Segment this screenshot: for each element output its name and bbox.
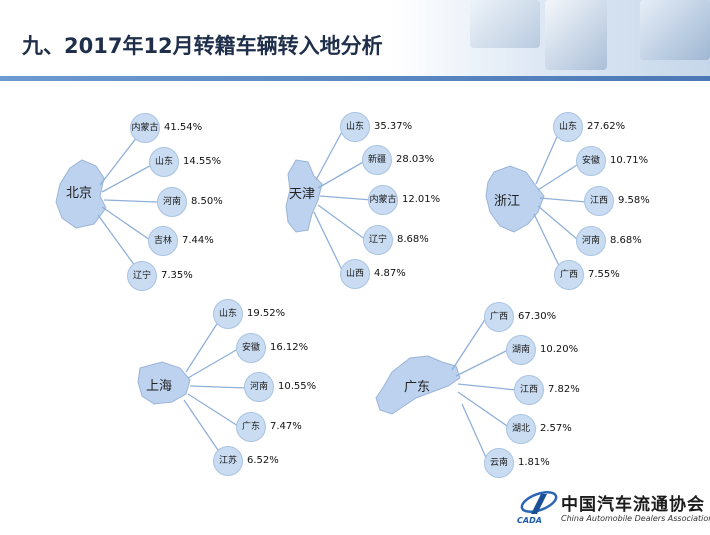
decor-cube [640, 0, 710, 60]
destination-node: 辽宁 [363, 225, 393, 255]
destination-share: 8.68% [397, 234, 429, 245]
region-name: 上海 [146, 379, 173, 394]
destination-share: 28.03% [396, 154, 435, 165]
destination-share: 7.55% [588, 269, 620, 280]
destination-share: 16.12% [270, 342, 309, 353]
destination-node: 河南 [244, 372, 274, 402]
destination-node: 山东 [213, 299, 243, 329]
destination-node: 新疆 [362, 145, 392, 175]
destination-node: 山东 [340, 112, 370, 142]
destination-node: 江苏 [213, 446, 243, 476]
destination-node: 河南 [576, 226, 606, 256]
destination-share: 41.54% [164, 122, 203, 133]
destination-share: 19.52% [247, 308, 286, 319]
destination-node: 广西 [554, 260, 584, 290]
decor-cube [545, 0, 607, 70]
map-shape-beijing [55, 159, 107, 229]
destination-share: 2.57% [540, 423, 572, 434]
destination-node: 江西 [514, 375, 544, 405]
destination-share: 12.01% [402, 194, 441, 205]
destination-share: 4.87% [374, 268, 406, 279]
destination-share: 14.55% [183, 156, 222, 167]
destination-node: 湖南 [506, 335, 536, 365]
destination-share: 1.81% [518, 457, 550, 468]
logo-emblem-icon [520, 491, 558, 514]
map-shape-shanghai [137, 361, 191, 405]
destination-node: 安徽 [236, 333, 266, 363]
logo-name: 中国汽车流通协会 [561, 495, 705, 515]
destination-share: 7.82% [548, 384, 580, 395]
region-name: 浙江 [494, 194, 521, 209]
decor-cube [470, 0, 540, 48]
destination-node: 山西 [340, 259, 370, 289]
destination-node: 吉林 [148, 226, 178, 256]
destination-share: 10.20% [540, 344, 579, 355]
destination-node: 江西 [584, 186, 614, 216]
header-banner: 九、2017年12月转籍车辆转入地分析 [0, 0, 710, 80]
destination-node: 辽宁 [127, 261, 157, 291]
map-shape-guangdong [375, 355, 461, 415]
logo-subtitle: China Automobile Dealers Association [561, 514, 710, 523]
destination-node: 内蒙古 [130, 113, 160, 143]
destination-node: 湖北 [506, 414, 536, 444]
destination-share: 7.47% [270, 421, 302, 432]
destination-node: 广西 [484, 302, 514, 332]
destination-share: 7.44% [182, 235, 214, 246]
header-divider [0, 76, 710, 81]
map-shape-tianjin [285, 159, 323, 233]
map-shape-zhejiang [485, 165, 545, 233]
destination-node: 山东 [149, 147, 179, 177]
destination-share: 6.52% [247, 455, 279, 466]
region-name: 天津 [289, 187, 316, 202]
destination-share: 67.30% [518, 311, 557, 322]
destination-share: 10.55% [278, 381, 317, 392]
page-title: 九、2017年12月转籍车辆转入地分析 [22, 34, 383, 58]
destination-share: 27.62% [587, 121, 626, 132]
region-name: 北京 [66, 186, 93, 201]
destination-node: 云南 [484, 448, 514, 478]
logo-abbreviation: CADA [517, 516, 542, 525]
association-logo: CADA 中国汽车流通协会 China Automobile Dealers A… [515, 488, 710, 532]
destination-share: 8.68% [610, 235, 642, 246]
destination-node: 广东 [236, 412, 266, 442]
destination-share: 9.58% [618, 195, 650, 206]
destination-node: 安徽 [576, 146, 606, 176]
destination-node: 山东 [553, 112, 583, 142]
region-name: 广东 [404, 380, 431, 395]
destination-share: 10.71% [610, 155, 649, 166]
destination-node: 内蒙古 [368, 185, 398, 215]
destination-node: 河南 [157, 187, 187, 217]
destination-share: 7.35% [161, 270, 193, 281]
destination-share: 35.37% [374, 121, 413, 132]
destination-share: 8.50% [191, 196, 223, 207]
